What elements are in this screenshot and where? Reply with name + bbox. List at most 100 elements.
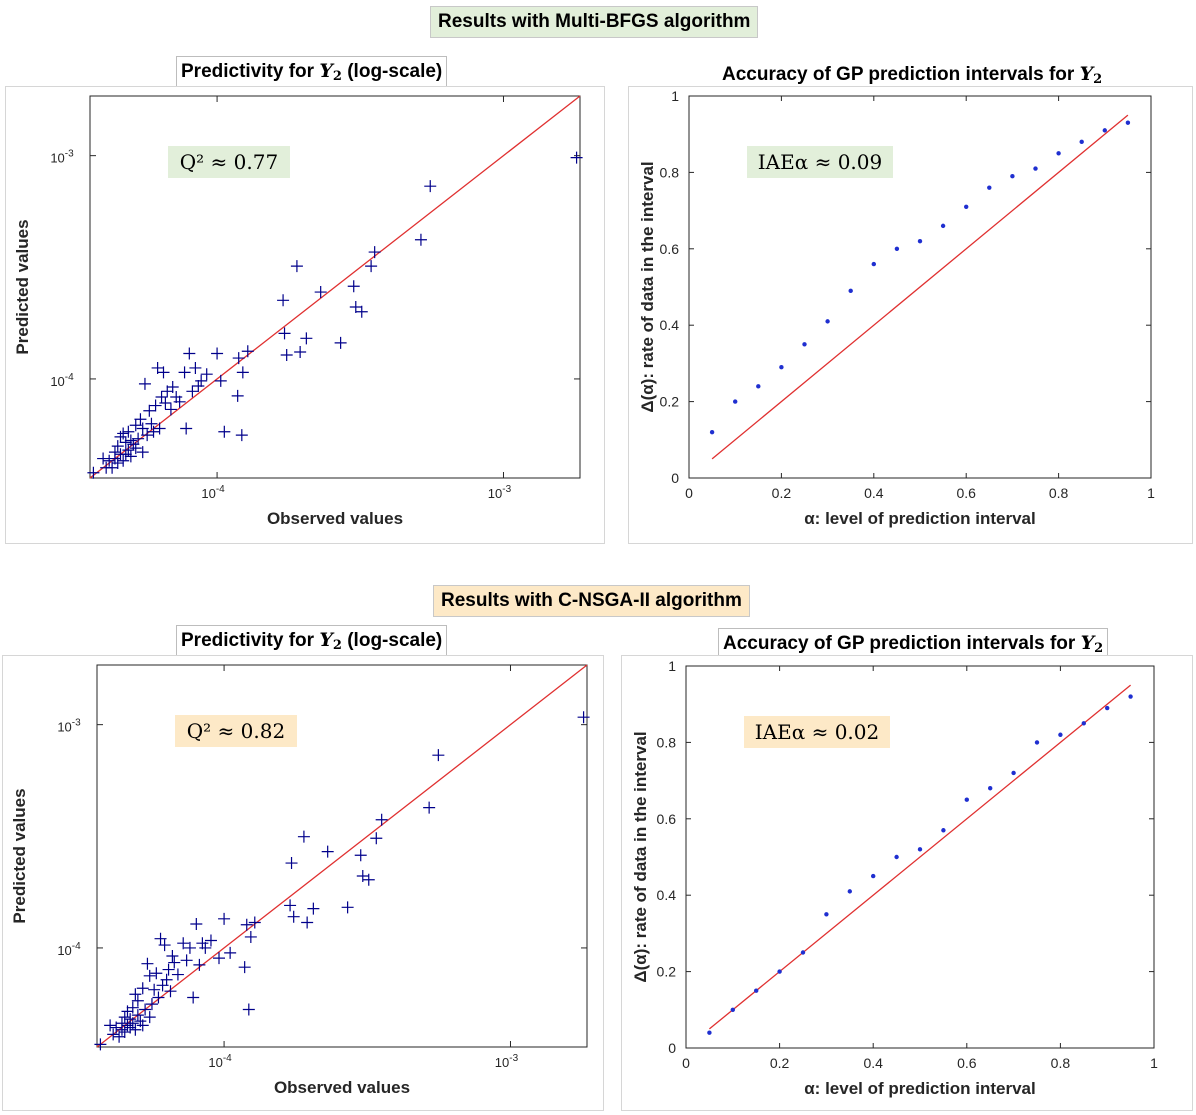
data-point [196,937,209,950]
y-tick-label: 10-4 [57,941,81,958]
y-tick-label: 0.6 [657,811,677,827]
x-tick-label: 0.6 [956,485,976,501]
title-prefix: Predictivity for [181,61,315,82]
y-tick-label: 0.4 [660,317,680,333]
data-point [1079,139,1084,145]
data-point [166,381,179,394]
chart-panel-predictivity-2: 10-4 10-3 10-4 10-3 Observed values Predicted… [2,655,604,1111]
data-point [730,1007,735,1012]
data-point [106,461,119,474]
y-tick-label: 0 [668,1040,676,1056]
x-tick-label: 0.2 [772,485,792,501]
data-point [180,954,193,967]
x-tick-label: 0.8 [1051,1055,1071,1071]
x-axis-label: Observed values [267,509,403,528]
title-suffix: (log-scale) [347,630,443,651]
data-point [94,1038,107,1051]
data-point [240,918,253,931]
y-tick-label: 10-4 [50,372,74,389]
data-point [280,348,293,361]
data-point [186,385,199,398]
data-point [118,1011,131,1024]
data-point [187,991,200,1004]
data-point [334,336,347,349]
data-point [1056,151,1061,156]
data-point [136,1019,149,1032]
y-tick-label: 0.8 [657,734,677,750]
data-point [941,828,946,833]
data-point [341,901,354,914]
data-point [145,417,158,430]
data-point [192,379,205,392]
annotation-box [168,146,290,178]
data-point [871,261,876,267]
data-point [707,1030,712,1035]
data-point [155,391,168,403]
data-point [307,902,320,915]
data-point [224,946,237,959]
section-banner-c-nsga-ii: Results with C-NSGA-II algorithm [433,585,750,617]
data-point [87,466,100,479]
data-point [424,180,437,193]
y-axis-label: Predicted values [10,788,29,923]
x-tick-label: 0.2 [770,1055,790,1071]
data-point [143,969,156,982]
x-axis-label: α: level of prediction interval [804,509,1036,528]
data-point [570,151,583,164]
data-point [129,442,142,455]
title-symbol: Y [319,60,333,82]
data-point [129,1023,142,1036]
y-tick-label: 1 [671,88,679,104]
data-point [232,352,245,365]
data-point [1125,120,1131,125]
data-point [199,941,212,954]
data-point [294,346,307,359]
data-point [121,1019,134,1032]
data-point [153,422,166,435]
title-subscript: 2 [332,69,342,84]
data-point [164,985,177,998]
data-point [242,1003,255,1016]
annotation-text: IAEα ≈ 0.09 [758,150,882,174]
title-subscript: 2 [1093,72,1103,87]
data-point [1081,721,1086,726]
data-point [231,389,244,402]
data-point [300,332,313,345]
data-point [122,444,135,457]
data-point [113,1030,126,1043]
data-point [423,801,436,814]
data-point [347,280,360,293]
title-subscript: 2 [332,638,342,653]
data-point [1033,166,1038,171]
data-point [1011,770,1016,776]
data-point [314,286,327,299]
reference-line [89,95,581,479]
data-point [143,1011,156,1024]
title-symbol: Y [1079,63,1094,85]
data-point [168,956,181,969]
data-point [195,374,208,387]
x-tick-label: 0 [682,1055,690,1071]
data-point [349,300,362,313]
data-point [177,937,190,950]
title-prefix: Accuracy of GP prediction intervals for [722,64,1075,85]
data-point [136,446,149,459]
data-point [321,845,334,858]
x-axis-label: Observed values [274,1078,410,1097]
data-point [183,941,196,954]
data-point [212,952,225,965]
x-tick-label: 0.4 [864,485,884,501]
y-tick-label: 0.8 [660,164,680,180]
data-point [178,366,191,379]
y-tick-label: 0.2 [657,964,677,980]
data-point [1010,174,1015,179]
data-point [964,797,969,802]
data-point [200,368,213,381]
data-point [733,399,738,404]
title-suffix: (log-scale) [347,61,443,82]
x-axis-label: α: level of prediction interval [804,1079,1036,1098]
data-point [147,425,160,438]
data-point [871,873,876,879]
data-point [375,813,388,826]
data-point [117,427,130,440]
